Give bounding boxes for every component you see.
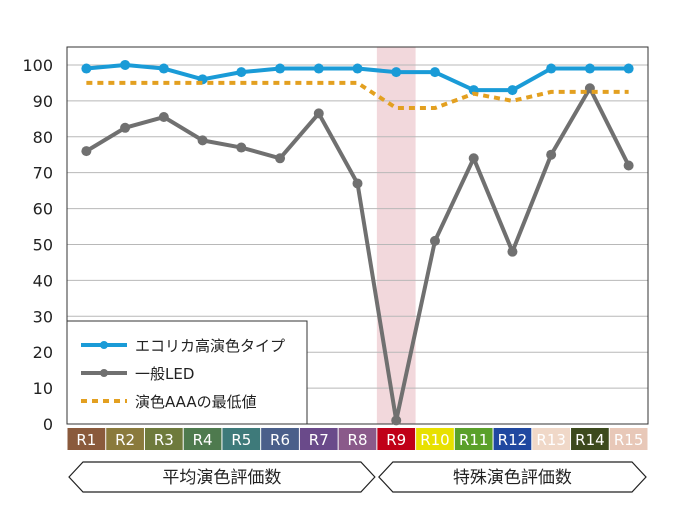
x-tick-label: R8 xyxy=(348,431,368,449)
x-tick-label: R11 xyxy=(459,431,489,449)
x-tick-label: R1 xyxy=(76,431,96,449)
x-tick-label: R6 xyxy=(270,431,290,449)
x-tick-label: R14 xyxy=(575,431,605,449)
y-tick-label: 50 xyxy=(33,235,53,254)
y-tick-label: 20 xyxy=(33,343,53,362)
legend-marker xyxy=(100,341,108,349)
legend-label: 一般LED xyxy=(135,365,194,383)
x-tick-label: R10 xyxy=(420,431,450,449)
category-cell xyxy=(377,428,416,450)
category-cell xyxy=(454,428,493,450)
x-tick-label: R12 xyxy=(498,431,528,449)
plot-frame xyxy=(66,46,649,425)
category-cell xyxy=(571,428,609,450)
x-tick-label: R15 xyxy=(614,431,644,449)
category-cell xyxy=(67,428,106,450)
data-point xyxy=(623,63,634,74)
data-point xyxy=(429,67,440,78)
category-cell xyxy=(222,428,261,450)
data-point xyxy=(623,160,634,171)
data-point xyxy=(546,63,557,74)
data-point xyxy=(507,246,518,257)
x-tick-label: R7 xyxy=(309,431,329,449)
y-tick-label: 40 xyxy=(33,271,53,290)
category-cell xyxy=(299,428,338,450)
legend-label: 演色AAAの最低値 xyxy=(135,393,257,411)
data-point xyxy=(236,67,247,78)
data-point xyxy=(468,153,479,164)
category-cell xyxy=(609,428,648,450)
data-point xyxy=(158,63,169,74)
data-point xyxy=(352,178,363,189)
y-tick-label: 30 xyxy=(33,307,53,326)
legend-label: エコリカ高演色タイプ xyxy=(135,337,285,355)
category-cell xyxy=(261,428,299,450)
data-point xyxy=(197,135,208,146)
data-point xyxy=(352,63,363,74)
data-point xyxy=(584,63,595,74)
data-point xyxy=(507,85,518,96)
group-bracket xyxy=(378,461,647,493)
category-cell xyxy=(338,428,377,450)
data-point xyxy=(391,415,402,426)
category-cell xyxy=(183,428,222,450)
data-point xyxy=(275,63,286,74)
data-point xyxy=(429,235,440,246)
series-line-2 xyxy=(86,80,629,111)
x-tick-label: R13 xyxy=(536,431,566,449)
y-tick-label: 0 xyxy=(43,415,53,434)
category-cell xyxy=(144,428,183,450)
highlight-band xyxy=(376,47,416,424)
data-point xyxy=(120,122,131,133)
category-cell xyxy=(493,428,532,450)
x-tick-label: R4 xyxy=(193,431,213,449)
data-point xyxy=(313,63,324,74)
y-tick-label: 80 xyxy=(33,128,53,147)
y-tick-label: 100 xyxy=(22,56,53,75)
data-point xyxy=(546,149,557,160)
category-cell xyxy=(532,428,571,450)
data-point xyxy=(158,112,169,123)
x-tick-label: R3 xyxy=(154,431,174,449)
data-point xyxy=(236,142,247,153)
y-tick-label: 70 xyxy=(33,164,53,183)
data-point xyxy=(313,108,324,119)
legend-marker xyxy=(100,369,108,377)
x-tick-label: R2 xyxy=(115,431,135,449)
group-label: 特殊演色評価数 xyxy=(453,468,572,488)
x-tick-label: R5 xyxy=(231,431,251,449)
y-tick-label: 90 xyxy=(33,92,53,111)
category-cell xyxy=(106,428,144,450)
data-point xyxy=(81,146,92,157)
data-point xyxy=(275,153,286,164)
data-point xyxy=(81,63,92,74)
data-point xyxy=(391,67,402,78)
group-label: 平均演色評価数 xyxy=(162,468,281,488)
category-cell xyxy=(416,428,454,450)
x-tick-label: R9 xyxy=(386,431,406,449)
y-tick-label: 60 xyxy=(33,200,53,219)
y-tick-label: 10 xyxy=(33,379,53,398)
group-bracket xyxy=(68,461,376,493)
data-point xyxy=(120,59,131,70)
